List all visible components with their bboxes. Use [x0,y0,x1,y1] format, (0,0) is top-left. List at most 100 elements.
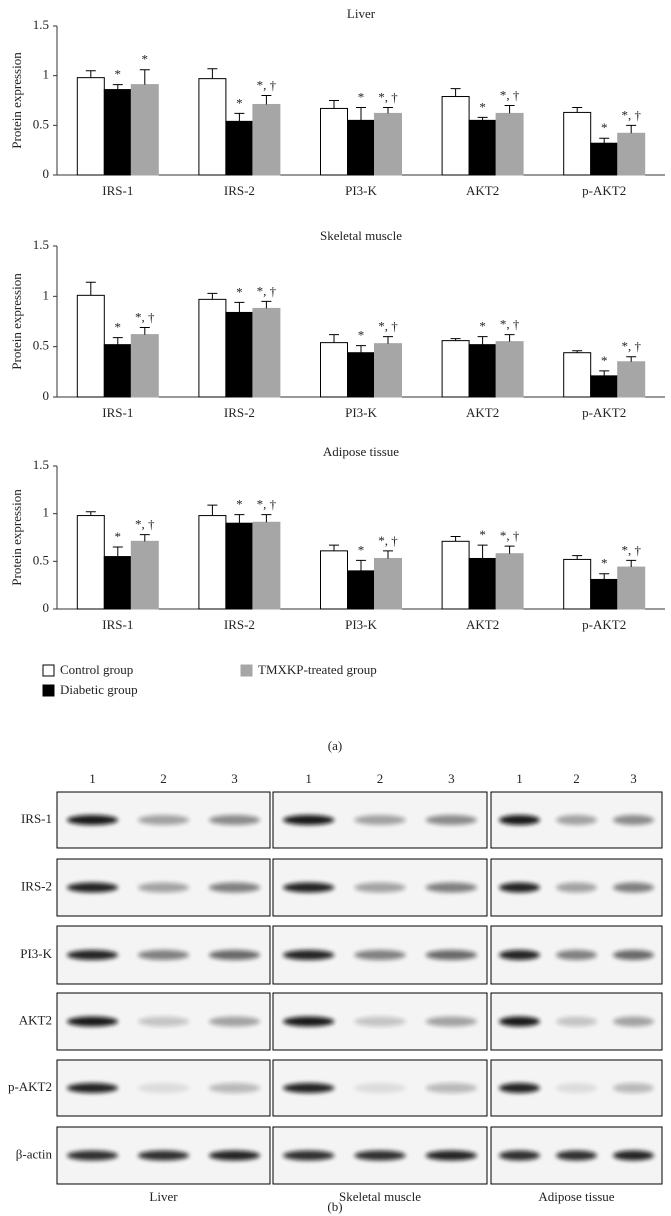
bar [225,522,254,610]
bar [252,521,281,610]
significance-mark: * [236,284,243,299]
significance-mark: * [115,67,122,82]
error-bar [356,345,366,353]
protein-label: p-AKT2 [8,1079,52,1094]
bar [76,77,105,176]
error-bar [329,334,339,343]
blot-band [555,1150,598,1161]
y-tick-label: 0 [43,600,50,615]
error-bar [261,514,272,523]
significance-mark: * [236,497,243,512]
error-bar [261,95,272,105]
significance-mark: * [601,556,608,571]
significance-mark: *, † [135,517,155,532]
protein-label: PI3-K [20,946,52,961]
blot-band [282,950,335,960]
error-bar [139,534,150,542]
bar [252,307,281,398]
blot-band [208,1016,261,1027]
bar [374,112,402,176]
lane-number: 1 [89,771,96,786]
x-tick-label: p-AKT2 [582,405,626,420]
bar [495,341,524,398]
significance-mark: *, † [500,317,520,332]
blot-band [555,815,598,825]
significance-mark: * [358,328,365,343]
significance-mark: *, † [378,533,398,548]
error-bar [450,536,461,542]
blot-band [66,882,119,893]
bar [374,343,402,398]
x-tick-label: IRS-1 [102,405,133,420]
error-bar [207,504,218,516]
blot-band [612,815,655,825]
bar [103,89,132,176]
y-tick-label: 0 [43,388,50,403]
error-bar [329,100,339,109]
x-tick-label: PI3-K [345,183,377,198]
blot-band [208,882,261,893]
bar [617,566,646,610]
bar [563,558,592,610]
error-bar [112,84,123,90]
blot-band [137,950,190,960]
lane-number: 3 [231,771,238,786]
error-bar [477,544,488,559]
error-bar [356,559,366,571]
lane-number: 2 [573,771,580,786]
legend-label: Diabetic group [60,682,138,697]
blot-band [555,1016,598,1027]
bar [320,550,348,610]
x-tick-label: IRS-1 [102,183,133,198]
panel-label: (a) [328,738,342,753]
error-bar [504,334,515,342]
error-bar [112,337,123,345]
blot-band [425,1083,478,1093]
bar [590,578,619,610]
blot-band [425,1016,478,1027]
blot-band [555,1083,598,1093]
blot-band [425,815,478,825]
bar [347,352,375,398]
error-bar [261,300,272,309]
protein-label: IRS-1 [21,811,52,826]
blot-band [354,1016,406,1027]
lane-number: 3 [630,771,637,786]
error-bar [626,559,637,568]
x-tick-label: PI3-K [345,405,377,420]
x-tick-label: AKT2 [466,617,499,632]
significance-mark: *, † [135,310,155,325]
error-bar [383,106,393,114]
error-bar [626,124,637,134]
significance-mark: * [479,319,486,334]
significance-mark: * [115,320,122,335]
blot-band [66,1016,119,1027]
lane-number: 3 [448,771,455,786]
y-tick-label: 1.5 [33,457,49,472]
error-bar [599,137,610,144]
significance-mark: *, † [378,319,398,334]
bar [130,334,159,398]
significance-mark: *, † [500,528,520,543]
blot-band [612,1150,655,1161]
blot-band [612,882,655,893]
x-tick-label: AKT2 [466,183,499,198]
error-bar [572,555,583,560]
significance-mark: *, † [621,542,641,557]
bar [617,361,646,398]
significance-mark: * [358,542,365,557]
bar [441,340,470,398]
significance-mark: *, † [378,89,398,104]
bar [468,119,497,176]
y-tick-label: 0 [43,166,50,181]
bar [320,342,348,398]
significance-mark: * [236,95,243,110]
bar [495,553,524,610]
significance-mark: * [601,120,608,135]
tissue-label: Skeletal muscle [339,1189,421,1204]
error-bar [207,292,218,300]
blot-band [66,950,119,960]
bar [320,107,348,176]
bar [374,557,402,610]
error-bar [477,116,488,121]
